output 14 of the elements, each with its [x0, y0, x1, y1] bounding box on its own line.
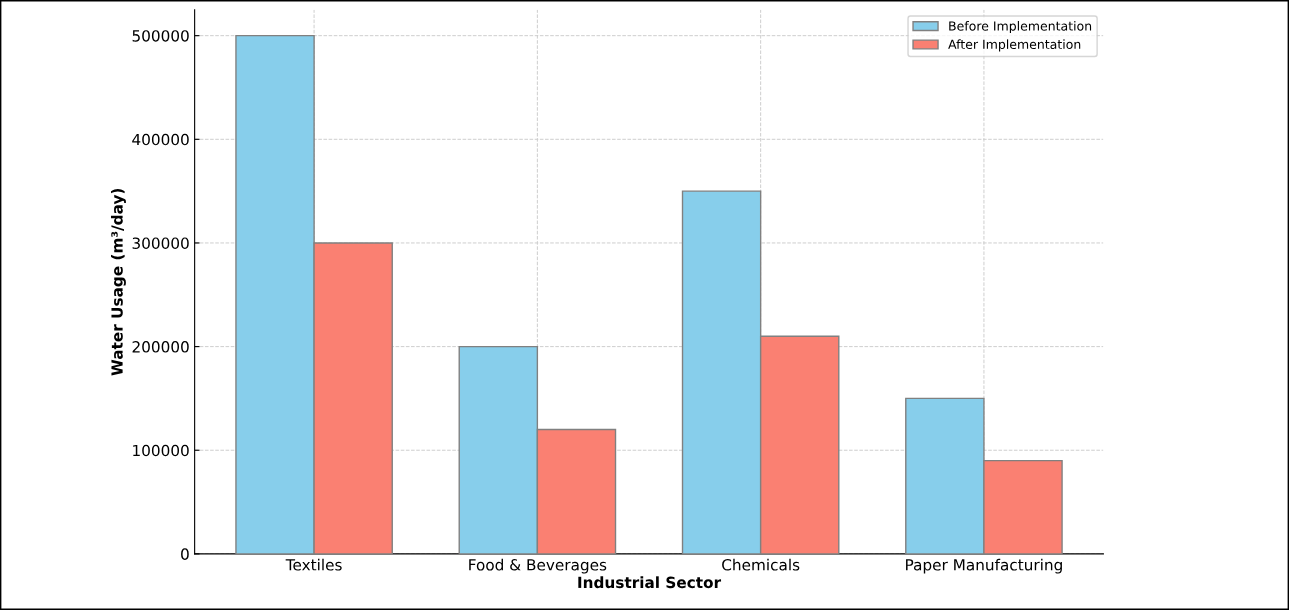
x-tick-label: Paper Manufacturing — [906, 558, 1062, 574]
y-tick-label: 300000 — [132, 237, 189, 249]
x-axis-title: Industrial Sector — [578, 576, 722, 589]
x-tick-label: Food & Beverages — [469, 558, 607, 574]
x-tick-label: Chemicals — [722, 558, 800, 571]
x-tick-label: Textiles — [285, 558, 342, 571]
y-axis-title: Water Usage (m³/day) — [110, 188, 126, 376]
y-tick-label: 400000 — [132, 133, 189, 146]
y-tick-label: 500000 — [132, 30, 189, 42]
y-tick-label: 200000 — [132, 341, 189, 353]
y-tick-label: 0 — [181, 548, 189, 560]
legend-label: After Implementation — [948, 39, 1081, 52]
legend-label: Before Implementation — [949, 21, 1092, 34]
y-tick-label: 100000 — [133, 444, 189, 457]
